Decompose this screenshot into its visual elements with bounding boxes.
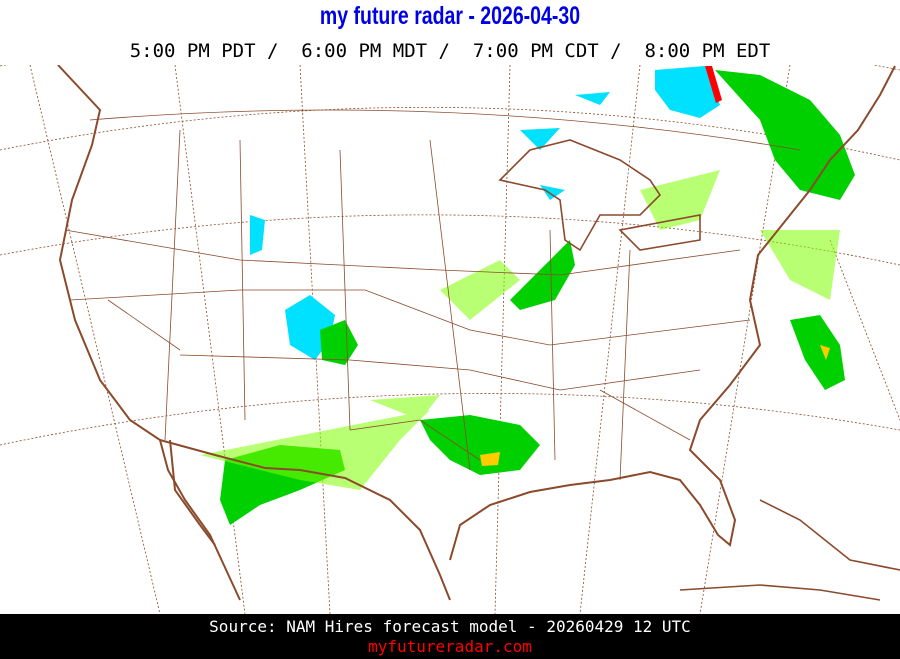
valid-times: 5:00 PM PDT / 6:00 PM MDT / 7:00 PM CDT … [129,40,771,62]
rain-echo [715,70,855,200]
site-link[interactable]: myfutureradar.com [368,637,532,656]
radar-map[interactable] [0,65,900,614]
source-label: Source: NAM Hires forecast model - 20260… [209,617,691,636]
snow-echo [655,66,720,118]
footer: Source: NAM Hires forecast model - 20260… [0,614,900,659]
state-borders [64,109,801,481]
radar-echoes [200,66,855,525]
coastline-and-borders [57,65,900,601]
page-title: my future radar - 2026-04-30 [319,2,581,30]
graticule [0,65,900,614]
